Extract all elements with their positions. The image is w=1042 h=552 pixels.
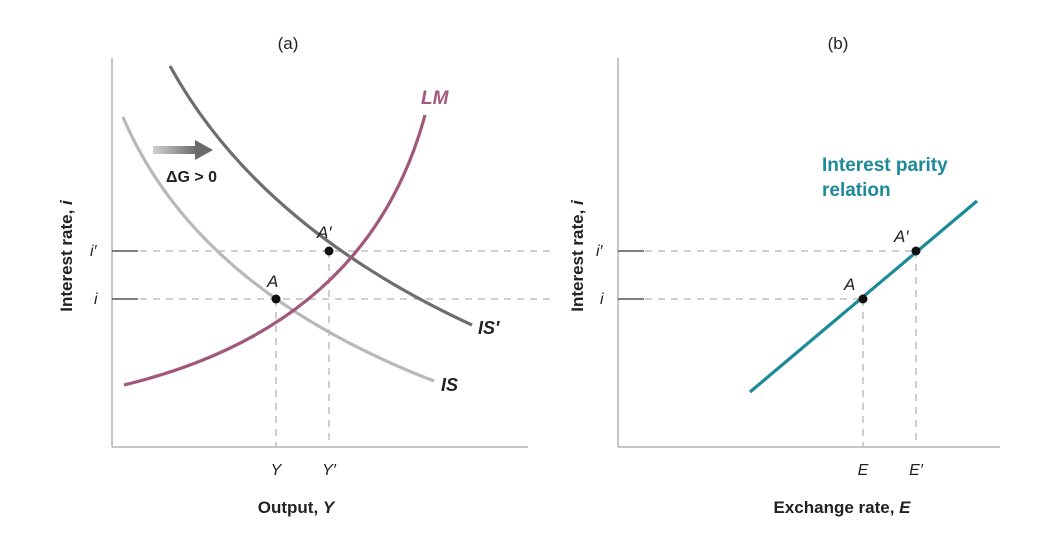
is-curve <box>121 116 435 383</box>
is-label: IS <box>441 375 458 395</box>
panel-b-x-axis-label: Exchange rate, E <box>773 498 911 517</box>
panel-b-title: (b) <box>828 34 849 53</box>
y-axis-label-text: Interest rate, <box>57 205 76 312</box>
panel-a: (a) i′ i Y Y′ Output, Y Interest rate, i… <box>57 34 555 517</box>
b-y-axis-label-var: i <box>568 199 587 205</box>
b-point-a-label: A <box>843 275 855 294</box>
b-point-a-marker <box>858 294 868 304</box>
b-x-axis-label-var: E <box>899 498 911 517</box>
x-tick-y: Y <box>271 462 283 479</box>
shift-arrow-shaft <box>153 146 197 154</box>
y-axis-label-var: i <box>57 199 76 205</box>
b-y-tick-i: i <box>600 291 604 308</box>
point-a-marker <box>271 294 281 304</box>
panel-b: (b) i′ i E E′ Exchange rate, E Interest … <box>568 34 1000 517</box>
is-prime-label: IS′ <box>478 318 500 338</box>
b-point-a-prime-label: A′ <box>893 227 909 246</box>
y-tick-i: i <box>94 291 98 308</box>
x-axis-label-var: Y <box>323 498 336 517</box>
x-axis-label-text: Output, <box>258 498 323 517</box>
lm-label: LM <box>421 88 450 109</box>
lm-curve <box>123 114 427 387</box>
b-x-axis-label-text: Exchange rate, <box>773 498 899 517</box>
b-y-axis-label-text: Interest rate, <box>568 205 587 312</box>
shift-arrow <box>153 140 213 160</box>
point-a-prime-marker <box>324 246 334 256</box>
b-y-tick-i-prime: i′ <box>596 243 604 260</box>
panel-b-y-axis-label: Interest rate, i <box>568 199 587 312</box>
point-a-prime-label: A′ <box>316 223 332 242</box>
x-tick-e-prime: E′ <box>909 462 924 479</box>
x-tick-y-prime: Y′ <box>322 462 337 479</box>
shift-arrow-head <box>195 140 213 160</box>
point-a-label: A <box>266 272 278 291</box>
panel-a-title: (a) <box>278 34 299 53</box>
is-prime-curve <box>168 65 473 327</box>
x-tick-e: E <box>858 462 869 479</box>
panel-a-y-axis-label: Interest rate, i <box>57 199 76 312</box>
parity-label-line2: relation <box>822 180 891 201</box>
b-point-a-prime-marker <box>911 246 921 256</box>
parity-label-line1: Interest parity <box>822 155 948 176</box>
panel-a-x-axis-label: Output, Y <box>258 498 336 517</box>
y-tick-i-prime: i′ <box>90 243 98 260</box>
shift-label: ΔG > 0 <box>166 169 217 186</box>
